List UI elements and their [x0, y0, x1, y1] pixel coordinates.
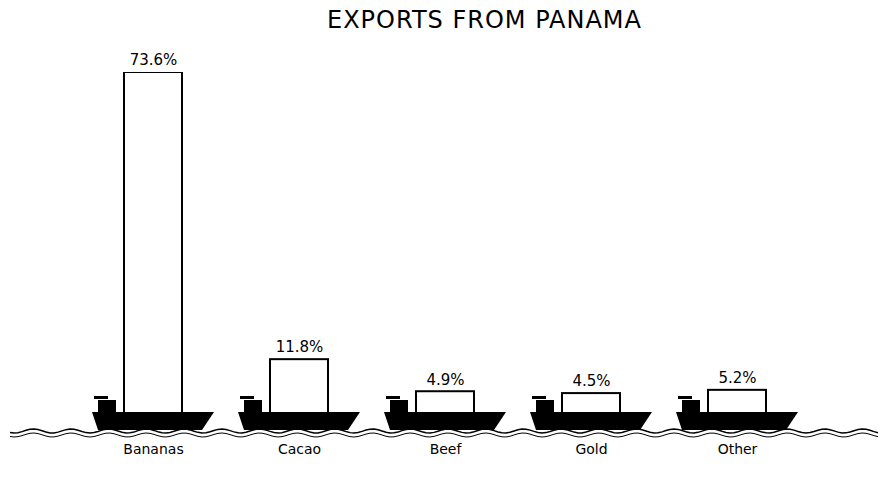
svg-text:Gold: Gold: [575, 441, 607, 457]
html-text:EXPORTS FROM PANAMA: EXPORTS FROM PANAMA: [327, 6, 642, 34]
svg-text:73.6%: 73.6%: [129, 51, 177, 69]
svg-text:4.9%: 4.9%: [426, 371, 464, 389]
svg-text:11.8%: 11.8%: [275, 338, 323, 356]
svg-text:Cacao: Cacao: [277, 441, 320, 457]
svg-text:Beef: Beef: [429, 441, 462, 457]
svg-text:Other: Other: [717, 441, 757, 457]
svg-text:4.5%: 4.5%: [572, 372, 610, 390]
svg-text:Bananas: Bananas: [123, 441, 183, 457]
svg-text:5.2%: 5.2%: [718, 369, 756, 387]
